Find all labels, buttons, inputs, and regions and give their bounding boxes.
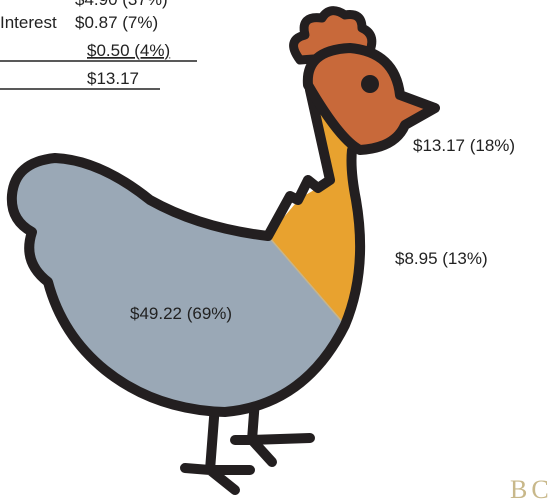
neck bbox=[268, 90, 361, 325]
breakdown-value: $4.90 (37%) bbox=[75, 0, 168, 9]
segment-label: $49.22 (69%) bbox=[130, 304, 232, 323]
legs bbox=[180, 395, 315, 495]
breakdown-name: Interest bbox=[0, 13, 57, 32]
breakdown-value: $0.87 (7%) bbox=[75, 13, 158, 32]
segment-label: $8.95 (13%) bbox=[395, 249, 488, 268]
body bbox=[11, 158, 345, 412]
eye bbox=[361, 75, 379, 93]
leg bbox=[230, 395, 315, 467]
breakdown-total: $13.17 bbox=[87, 69, 139, 88]
logo: BC bbox=[510, 475, 552, 501]
head bbox=[302, 43, 440, 155]
leg bbox=[180, 400, 255, 495]
breakdown-value: $0.50 (4%) bbox=[87, 41, 170, 60]
outline bbox=[6, 85, 366, 417]
divider bbox=[267, 235, 346, 326]
segment-label: $13.17 (18%) bbox=[413, 136, 515, 155]
